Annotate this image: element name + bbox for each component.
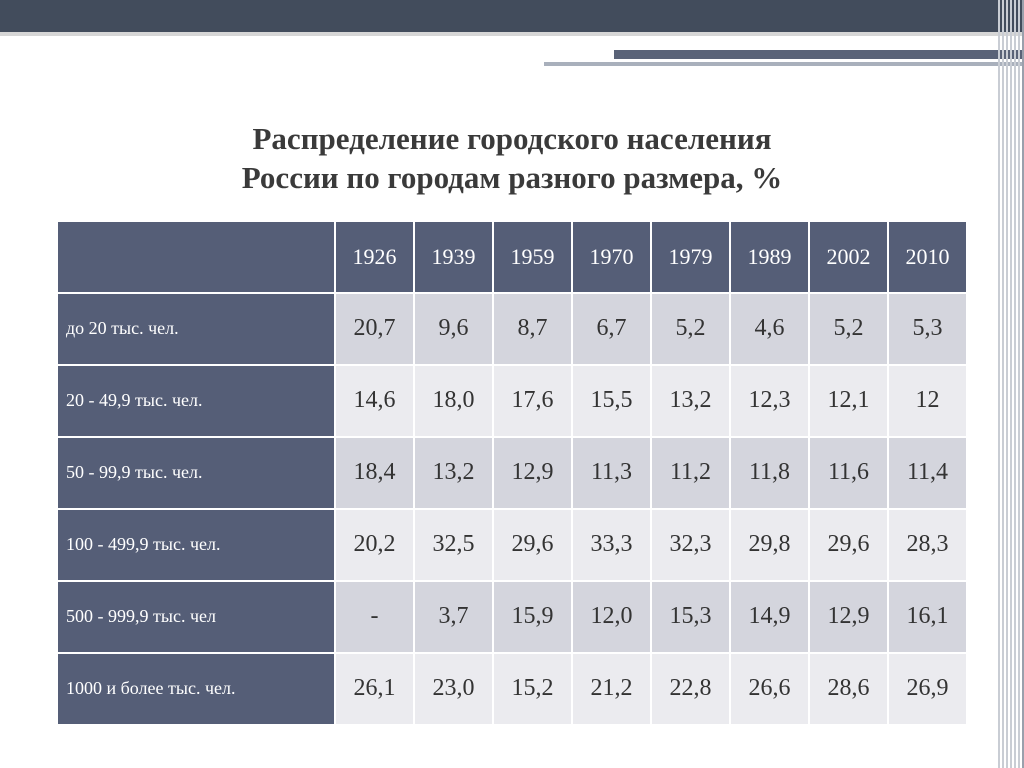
header-year: 1939 — [414, 221, 493, 293]
accent-lines — [544, 50, 1024, 66]
table-cell: 15,2 — [493, 653, 572, 725]
table-cell: 21,2 — [572, 653, 651, 725]
table-cell: 26,9 — [888, 653, 967, 725]
table-cell: 15,3 — [651, 581, 730, 653]
table-cell: 12,3 — [730, 365, 809, 437]
table-cell: 33,3 — [572, 509, 651, 581]
title-line-1: Распределение городского населения — [253, 121, 772, 156]
table-cell: 15,9 — [493, 581, 572, 653]
table-cell: 5,2 — [651, 293, 730, 365]
table-cell: 5,2 — [809, 293, 888, 365]
table-cell: - — [335, 581, 414, 653]
table-cell: 8,7 — [493, 293, 572, 365]
table-cell: 26,1 — [335, 653, 414, 725]
table-row: 50 - 99,9 тыс. чел.18,413,212,911,311,21… — [57, 437, 967, 509]
table-cell: 20,2 — [335, 509, 414, 581]
data-table: 1926 1939 1959 1970 1979 1989 2002 2010 … — [56, 220, 968, 726]
table-row: до 20 тыс. чел.20,79,68,76,75,24,65,25,3 — [57, 293, 967, 365]
table-cell: 17,6 — [493, 365, 572, 437]
table-cell: 18,0 — [414, 365, 493, 437]
table-header-row: 1926 1939 1959 1970 1979 1989 2002 2010 — [57, 221, 967, 293]
title-line-2: России по городам разного размера, % — [242, 160, 782, 195]
table-cell: 6,7 — [572, 293, 651, 365]
table-cell: 12,9 — [493, 437, 572, 509]
row-label: 500 - 999,9 тыс. чел — [57, 581, 335, 653]
table-cell: 14,6 — [335, 365, 414, 437]
table-cell: 5,3 — [888, 293, 967, 365]
right-edge-stripes — [996, 0, 1024, 768]
table-cell: 11,4 — [888, 437, 967, 509]
header-blank — [57, 221, 335, 293]
table-cell: 13,2 — [651, 365, 730, 437]
table-cell: 11,3 — [572, 437, 651, 509]
table-row: 1000 и более тыс. чел.26,123,015,221,222… — [57, 653, 967, 725]
table-cell: 28,3 — [888, 509, 967, 581]
header-year: 1989 — [730, 221, 809, 293]
table-cell: 12,1 — [809, 365, 888, 437]
table-cell: 20,7 — [335, 293, 414, 365]
table-cell: 16,1 — [888, 581, 967, 653]
table-cell: 9,6 — [414, 293, 493, 365]
row-label: 20 - 49,9 тыс. чел. — [57, 365, 335, 437]
table-cell: 23,0 — [414, 653, 493, 725]
table-cell: 28,6 — [809, 653, 888, 725]
header-year: 2002 — [809, 221, 888, 293]
row-label: 1000 и более тыс. чел. — [57, 653, 335, 725]
table-cell: 29,8 — [730, 509, 809, 581]
table-cell: 11,6 — [809, 437, 888, 509]
row-label: до 20 тыс. чел. — [57, 293, 335, 365]
table-cell: 11,8 — [730, 437, 809, 509]
table-cell: 22,8 — [651, 653, 730, 725]
row-label: 50 - 99,9 тыс. чел. — [57, 437, 335, 509]
table-cell: 11,2 — [651, 437, 730, 509]
table-row: 500 - 999,9 тыс. чел-3,715,912,015,314,9… — [57, 581, 967, 653]
header-year: 1970 — [572, 221, 651, 293]
table-cell: 29,6 — [809, 509, 888, 581]
header-year: 2010 — [888, 221, 967, 293]
table-cell: 18,4 — [335, 437, 414, 509]
table-cell: 3,7 — [414, 581, 493, 653]
table-cell: 12,9 — [809, 581, 888, 653]
slide-top-underline — [0, 32, 1024, 36]
table-cell: 32,5 — [414, 509, 493, 581]
slide-top-bar — [0, 0, 1024, 32]
table-cell: 29,6 — [493, 509, 572, 581]
slide-title: Распределение городского населения Росси… — [0, 120, 1024, 198]
table-row: 20 - 49,9 тыс. чел.14,618,017,615,513,21… — [57, 365, 967, 437]
table-cell: 12 — [888, 365, 967, 437]
row-label: 100 - 499,9 тыс. чел. — [57, 509, 335, 581]
table-cell: 13,2 — [414, 437, 493, 509]
table-cell: 26,6 — [730, 653, 809, 725]
header-year: 1959 — [493, 221, 572, 293]
table-row: 100 - 499,9 тыс. чел.20,232,529,633,332,… — [57, 509, 967, 581]
table-cell: 15,5 — [572, 365, 651, 437]
table-cell: 32,3 — [651, 509, 730, 581]
header-year: 1926 — [335, 221, 414, 293]
header-year: 1979 — [651, 221, 730, 293]
table-cell: 12,0 — [572, 581, 651, 653]
table-cell: 4,6 — [730, 293, 809, 365]
table-cell: 14,9 — [730, 581, 809, 653]
